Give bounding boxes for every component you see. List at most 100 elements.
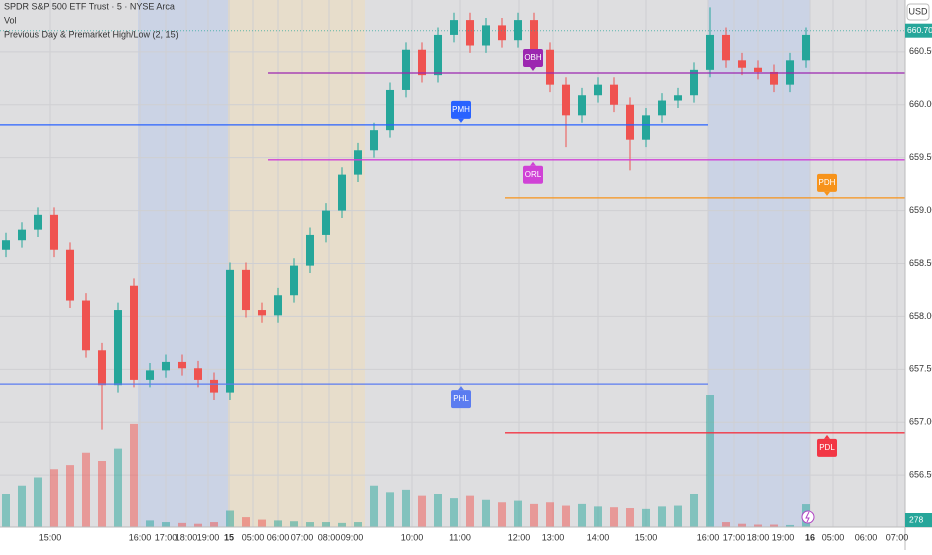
x-tick-label: 08:00 [318,532,341,542]
candle-body [146,370,154,380]
y-tick-label: 658.00 [909,311,932,321]
candle-body [610,84,618,105]
volume-bar [466,495,474,527]
x-tick-label: 05:00 [822,532,845,542]
candle-body [66,249,74,301]
volume-bar [354,522,362,527]
candle-body [2,240,10,250]
volume-bar [34,477,42,527]
x-tick-label: 17:00 [155,532,178,542]
last-volume-tag [905,513,932,527]
candle-body [738,60,746,68]
volume-bar [530,503,538,527]
volume-bar [274,520,282,527]
volume-bar [418,495,426,527]
x-tick-label: 09:00 [341,532,364,542]
volume-bar [434,494,442,527]
candle-body [722,34,730,61]
volume-bar [482,499,490,527]
x-tick-label: 13:00 [542,532,565,542]
last-price-tag [905,23,932,38]
x-tick-label: 16:00 [129,532,152,542]
level-tag-pointer [824,191,830,196]
volume-bar [594,506,602,527]
event-icon-bolt [805,511,810,523]
volume-bar [562,505,570,527]
volume-bar [498,502,506,527]
volume-bar [178,522,186,527]
candle-body [370,130,378,151]
candle-body [290,265,298,296]
level-tag [451,390,471,409]
volume-bar [754,524,762,527]
candle-body [386,89,394,131]
y-tick-label: 658.50 [909,258,932,268]
volume-bar [66,465,74,527]
level-tag-pointer [824,434,830,439]
volume-bar [658,506,666,527]
volume-bar [114,448,122,527]
currency-button[interactable] [906,3,930,21]
volume-bar [786,524,794,527]
level-tag [451,100,471,119]
candle-body [98,350,106,386]
volume-bar [370,485,378,527]
candle-body [114,310,122,386]
volume-bar [18,485,26,527]
candle-body [530,20,538,50]
currency-label: USD [908,6,928,16]
volume-bar [130,423,138,527]
candle-body [354,150,362,175]
x-tick-label: 07:00 [886,532,909,542]
volume-bar [50,469,58,527]
candle-body [498,25,506,41]
volume-bar [514,500,522,527]
volume-bar [82,452,90,527]
level-tag-label: PDH [819,178,836,187]
event-icon[interactable] [801,510,815,524]
volume-bar [674,505,682,527]
candle-body [34,214,42,230]
level-tag-label: PHL [453,394,469,403]
volume-bar [338,522,346,527]
x-tick-label: 14:00 [587,532,610,542]
x-tick-label: 16:00 [697,532,720,542]
x-tick-label: 19:00 [772,532,795,542]
volume-bar [290,521,298,527]
candle-body [418,49,426,76]
volume-bar [258,519,266,527]
candle-body [306,234,314,266]
candle-body [178,361,186,369]
volume-bar [146,520,154,527]
candle-body [450,20,458,35]
volume-bar [242,517,250,527]
candle-body [274,295,282,316]
y-tick-label: 656.50 [909,470,932,480]
level-tag-label: PDL [819,443,835,452]
candle-body [562,84,570,116]
indicator-legend: Previous Day & Premarket High/Low (2, 15… [4,29,179,39]
volume-bar [578,503,586,527]
candle-body [578,95,586,116]
x-tick-label: 06:00 [267,532,290,542]
volume-legend: Vol [4,15,17,25]
candle-body [642,115,650,140]
candle-body [194,368,202,380]
candle-body [322,210,330,235]
level-tag [523,49,543,68]
candle-body [402,49,410,90]
volume-bar [626,508,634,527]
level-tag-label: PMH [452,105,470,114]
x-tick-label: 06:00 [855,532,878,542]
y-tick-label: 660.50 [909,46,932,56]
level-tag-pointer [530,67,536,72]
volume-bar [226,510,234,527]
volume-bar [770,524,778,527]
x-tick-label: 15:00 [635,532,658,542]
candle-body [50,214,58,250]
level-tag [817,173,837,192]
x-tick-label: 10:00 [401,532,424,542]
symbol-title: SPDR S&P 500 ETF Trust · 5 · NYSE Arca [4,1,175,11]
candle-body [242,269,250,311]
